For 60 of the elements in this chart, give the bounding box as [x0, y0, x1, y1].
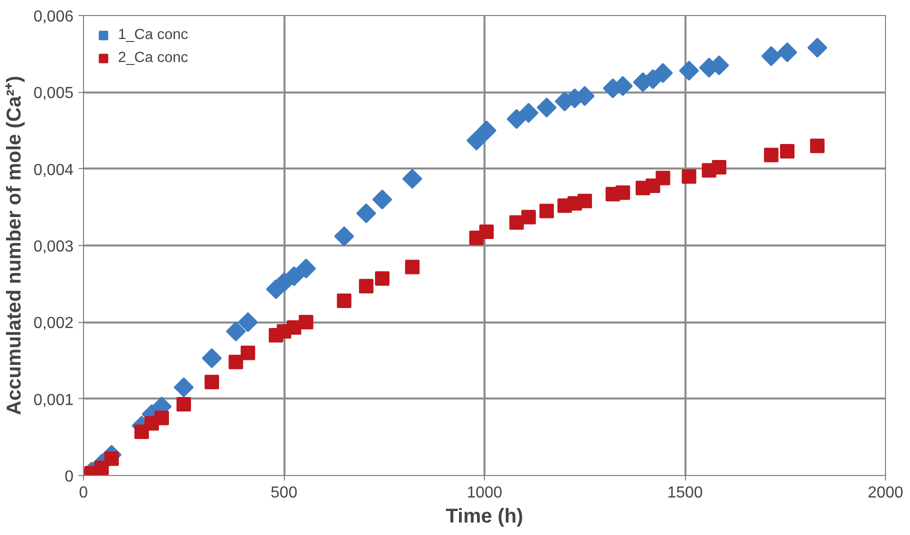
point: [405, 260, 420, 274]
point: [656, 170, 670, 186]
point: [372, 190, 392, 210]
x-tick-label: 1000: [466, 484, 502, 502]
point: [202, 348, 222, 368]
point: [284, 266, 304, 286]
point: [358, 278, 374, 294]
point: [334, 226, 354, 246]
y-tick-label: 0,006: [33, 8, 74, 26]
y-tick-label: 0,002: [33, 315, 74, 332]
x-tick-label: 500: [270, 484, 298, 502]
y-tick-label: 0: [64, 468, 74, 486]
point: [521, 210, 536, 224]
y-axis-title: Accumulated number of mole (Ca²⁺): [3, 76, 26, 416]
point: [777, 42, 798, 62]
point: [238, 312, 258, 332]
point: [616, 185, 630, 200]
x-tick-label: 2000: [868, 484, 904, 502]
x-axis-title: Time (h): [446, 506, 524, 528]
point: [712, 160, 726, 175]
point: [176, 396, 191, 412]
point: [578, 194, 592, 208]
x-tick-label: 0: [79, 484, 88, 502]
point: [509, 215, 524, 230]
point: [506, 109, 527, 129]
point: [296, 258, 316, 278]
point: [286, 320, 302, 335]
point: [402, 168, 422, 189]
point: [653, 63, 673, 83]
point: [476, 120, 496, 140]
point: [226, 321, 246, 342]
point: [204, 374, 220, 390]
point: [807, 38, 828, 58]
point: [336, 293, 352, 308]
point: [466, 130, 486, 150]
point: [810, 138, 825, 154]
point: [479, 224, 494, 239]
point: [104, 451, 119, 466]
point: [682, 169, 696, 184]
point: [228, 354, 244, 370]
point: [174, 377, 194, 398]
y-tick-label: 0,005: [33, 85, 74, 102]
point: [679, 60, 699, 81]
point: [518, 102, 539, 123]
legend-label: 2_Ca conc: [118, 50, 188, 66]
point: [780, 144, 795, 158]
point: [298, 314, 314, 330]
y-tick-label: 0,003: [33, 238, 74, 256]
point: [356, 203, 376, 224]
y-tick-label: 0,001: [33, 392, 74, 409]
point: [761, 46, 782, 66]
point: [764, 148, 778, 162]
point: [240, 346, 256, 360]
point: [374, 271, 390, 286]
point: [536, 98, 557, 118]
point: [154, 410, 169, 426]
legend-label: 1_Ca conc: [118, 27, 188, 43]
x-tick-label: 1500: [667, 484, 703, 502]
point: [539, 204, 554, 218]
y-tick-label: 0,004: [33, 162, 74, 179]
